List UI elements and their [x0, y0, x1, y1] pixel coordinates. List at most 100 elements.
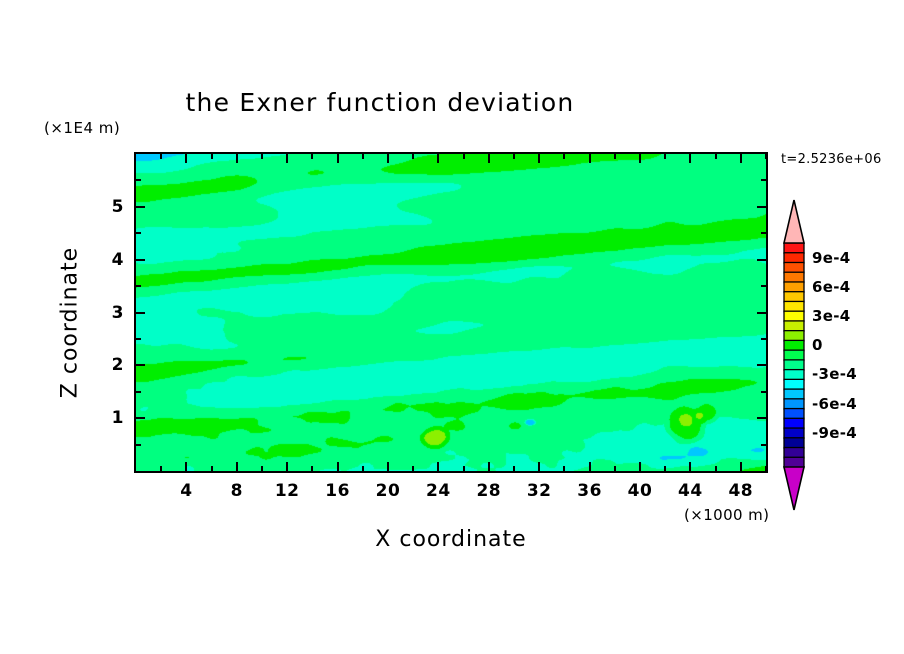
- x-axis-minor-tick: [462, 466, 465, 471]
- x-axis-minor-tick: [613, 466, 616, 471]
- colorbar-tick-label: -6e-4: [812, 394, 857, 413]
- y-axis-tick-label: 4: [111, 249, 124, 270]
- x-axis-minor-tick: [513, 154, 515, 159]
- y-axis-title: Z coordinate: [57, 246, 83, 399]
- x-axis-title: X coordinate: [375, 527, 527, 552]
- y-axis-minor-tick: [761, 337, 766, 340]
- colorbar-band: [783, 261, 805, 274]
- x-axis-minor-tick: [563, 154, 566, 159]
- y-axis-minor-tick: [136, 390, 141, 393]
- x-axis-tick: [387, 154, 389, 163]
- x-axis-minor-tick: [714, 154, 717, 159]
- colorbar-band: [783, 368, 805, 381]
- x-axis-minor-tick: [261, 466, 263, 471]
- contour-plot-area: [134, 152, 768, 473]
- colorbar-band: [783, 378, 805, 391]
- x-axis-tick-label: 8: [230, 481, 243, 501]
- x-axis-tick: [689, 462, 692, 471]
- x-axis-minor-tick: [412, 466, 415, 471]
- colorbar-band: [783, 398, 805, 410]
- x-axis-tick-label: 28: [476, 481, 502, 501]
- x-axis-tick: [739, 462, 742, 471]
- colorbar-band: [783, 291, 805, 303]
- colorbar-band: [783, 427, 805, 440]
- colorbar-band: [783, 417, 805, 430]
- colorbar-band: [783, 242, 805, 254]
- y-axis-tick: [136, 364, 145, 367]
- y-axis-tick: [757, 258, 766, 261]
- colorbar-cap-bottom: [783, 466, 805, 511]
- x-axis-minor-tick: [664, 154, 667, 159]
- x-axis-tick: [336, 154, 339, 163]
- x-axis-tick-label: 48: [728, 481, 754, 501]
- page-title: the Exner function deviation: [185, 88, 575, 117]
- colorbar-tick-label: 0: [812, 336, 823, 355]
- y-axis-tick: [136, 258, 145, 261]
- colorbar-band: [783, 281, 805, 293]
- y-axis-tick: [136, 417, 145, 420]
- x-axis-tick: [185, 462, 188, 471]
- x-axis-minor-tick: [261, 154, 263, 159]
- colorbar-cap-top: [783, 199, 805, 244]
- x-axis-tick: [437, 154, 440, 163]
- x-axis-minor-tick: [361, 466, 364, 471]
- colorbar-swatches: [783, 199, 805, 511]
- x-axis-tick: [185, 154, 188, 163]
- y-axis-minor-tick: [761, 232, 766, 235]
- colorbar-band: [783, 446, 805, 459]
- y-axis-minor-tick: [761, 285, 766, 288]
- colorbar-band: [783, 437, 805, 449]
- y-axis-tick: [757, 417, 766, 420]
- x-axis-tick-label: 4: [180, 481, 193, 501]
- x-axis-unit-label: (×1000 m): [684, 506, 770, 524]
- y-axis-tick-label: 2: [111, 355, 124, 376]
- x-axis-tick: [487, 462, 490, 471]
- x-axis-tick-label: 12: [274, 481, 300, 501]
- x-axis-minor-tick: [160, 154, 163, 159]
- colorbar-band: [783, 320, 805, 332]
- y-axis-tick: [136, 311, 145, 314]
- x-axis-tick: [588, 154, 591, 163]
- y-axis-minor-tick: [761, 179, 766, 182]
- y-axis-tick: [757, 364, 766, 367]
- colorbar-tick-label: -9e-4: [812, 423, 857, 442]
- colorbar-tick-label: 9e-4: [812, 248, 851, 267]
- x-axis-minor-tick: [210, 154, 213, 159]
- x-axis-tick: [639, 462, 641, 471]
- colorbar-band: [783, 271, 805, 284]
- contour-field-canvas: [136, 154, 766, 471]
- x-axis-tick: [739, 154, 742, 163]
- x-axis-minor-tick: [311, 154, 314, 159]
- colorbar-band: [783, 330, 805, 342]
- x-axis-minor-tick: [311, 466, 314, 471]
- y-axis-minor-tick: [136, 179, 141, 182]
- x-axis-tick: [387, 462, 389, 471]
- x-axis-minor-tick: [412, 154, 415, 159]
- y-axis-tick-label: 3: [111, 302, 124, 323]
- x-axis-minor-tick: [613, 154, 616, 159]
- y-axis-minor-tick: [136, 232, 141, 235]
- x-axis-minor-tick: [714, 466, 717, 471]
- x-axis-minor-tick: [160, 466, 163, 471]
- colorbar-band: [783, 339, 805, 352]
- x-axis-tick: [538, 462, 541, 471]
- timestamp-annotation: t=2.5236e+06: [781, 152, 882, 167]
- y-axis-minor-tick: [761, 443, 766, 446]
- colorbar-band: [783, 300, 805, 313]
- colorbar: [783, 199, 805, 511]
- x-axis-minor-tick: [765, 154, 766, 159]
- colorbar-tick-label: 6e-4: [812, 277, 851, 296]
- colorbar-band: [783, 359, 805, 371]
- x-axis-minor-tick: [462, 154, 465, 159]
- x-axis-minor-tick: [361, 154, 364, 159]
- colorbar-tick-label: -3e-4: [812, 365, 857, 384]
- x-axis-tick: [689, 154, 692, 163]
- x-axis-tick: [588, 462, 591, 471]
- x-axis-tick: [538, 154, 541, 163]
- y-axis-minor-tick: [761, 390, 766, 393]
- x-axis-tick: [336, 462, 339, 471]
- x-axis-tick-label: 32: [526, 481, 552, 501]
- x-axis-tick-label: 20: [375, 481, 401, 501]
- x-axis-tick: [639, 154, 641, 163]
- y-axis-minor-tick: [136, 285, 141, 288]
